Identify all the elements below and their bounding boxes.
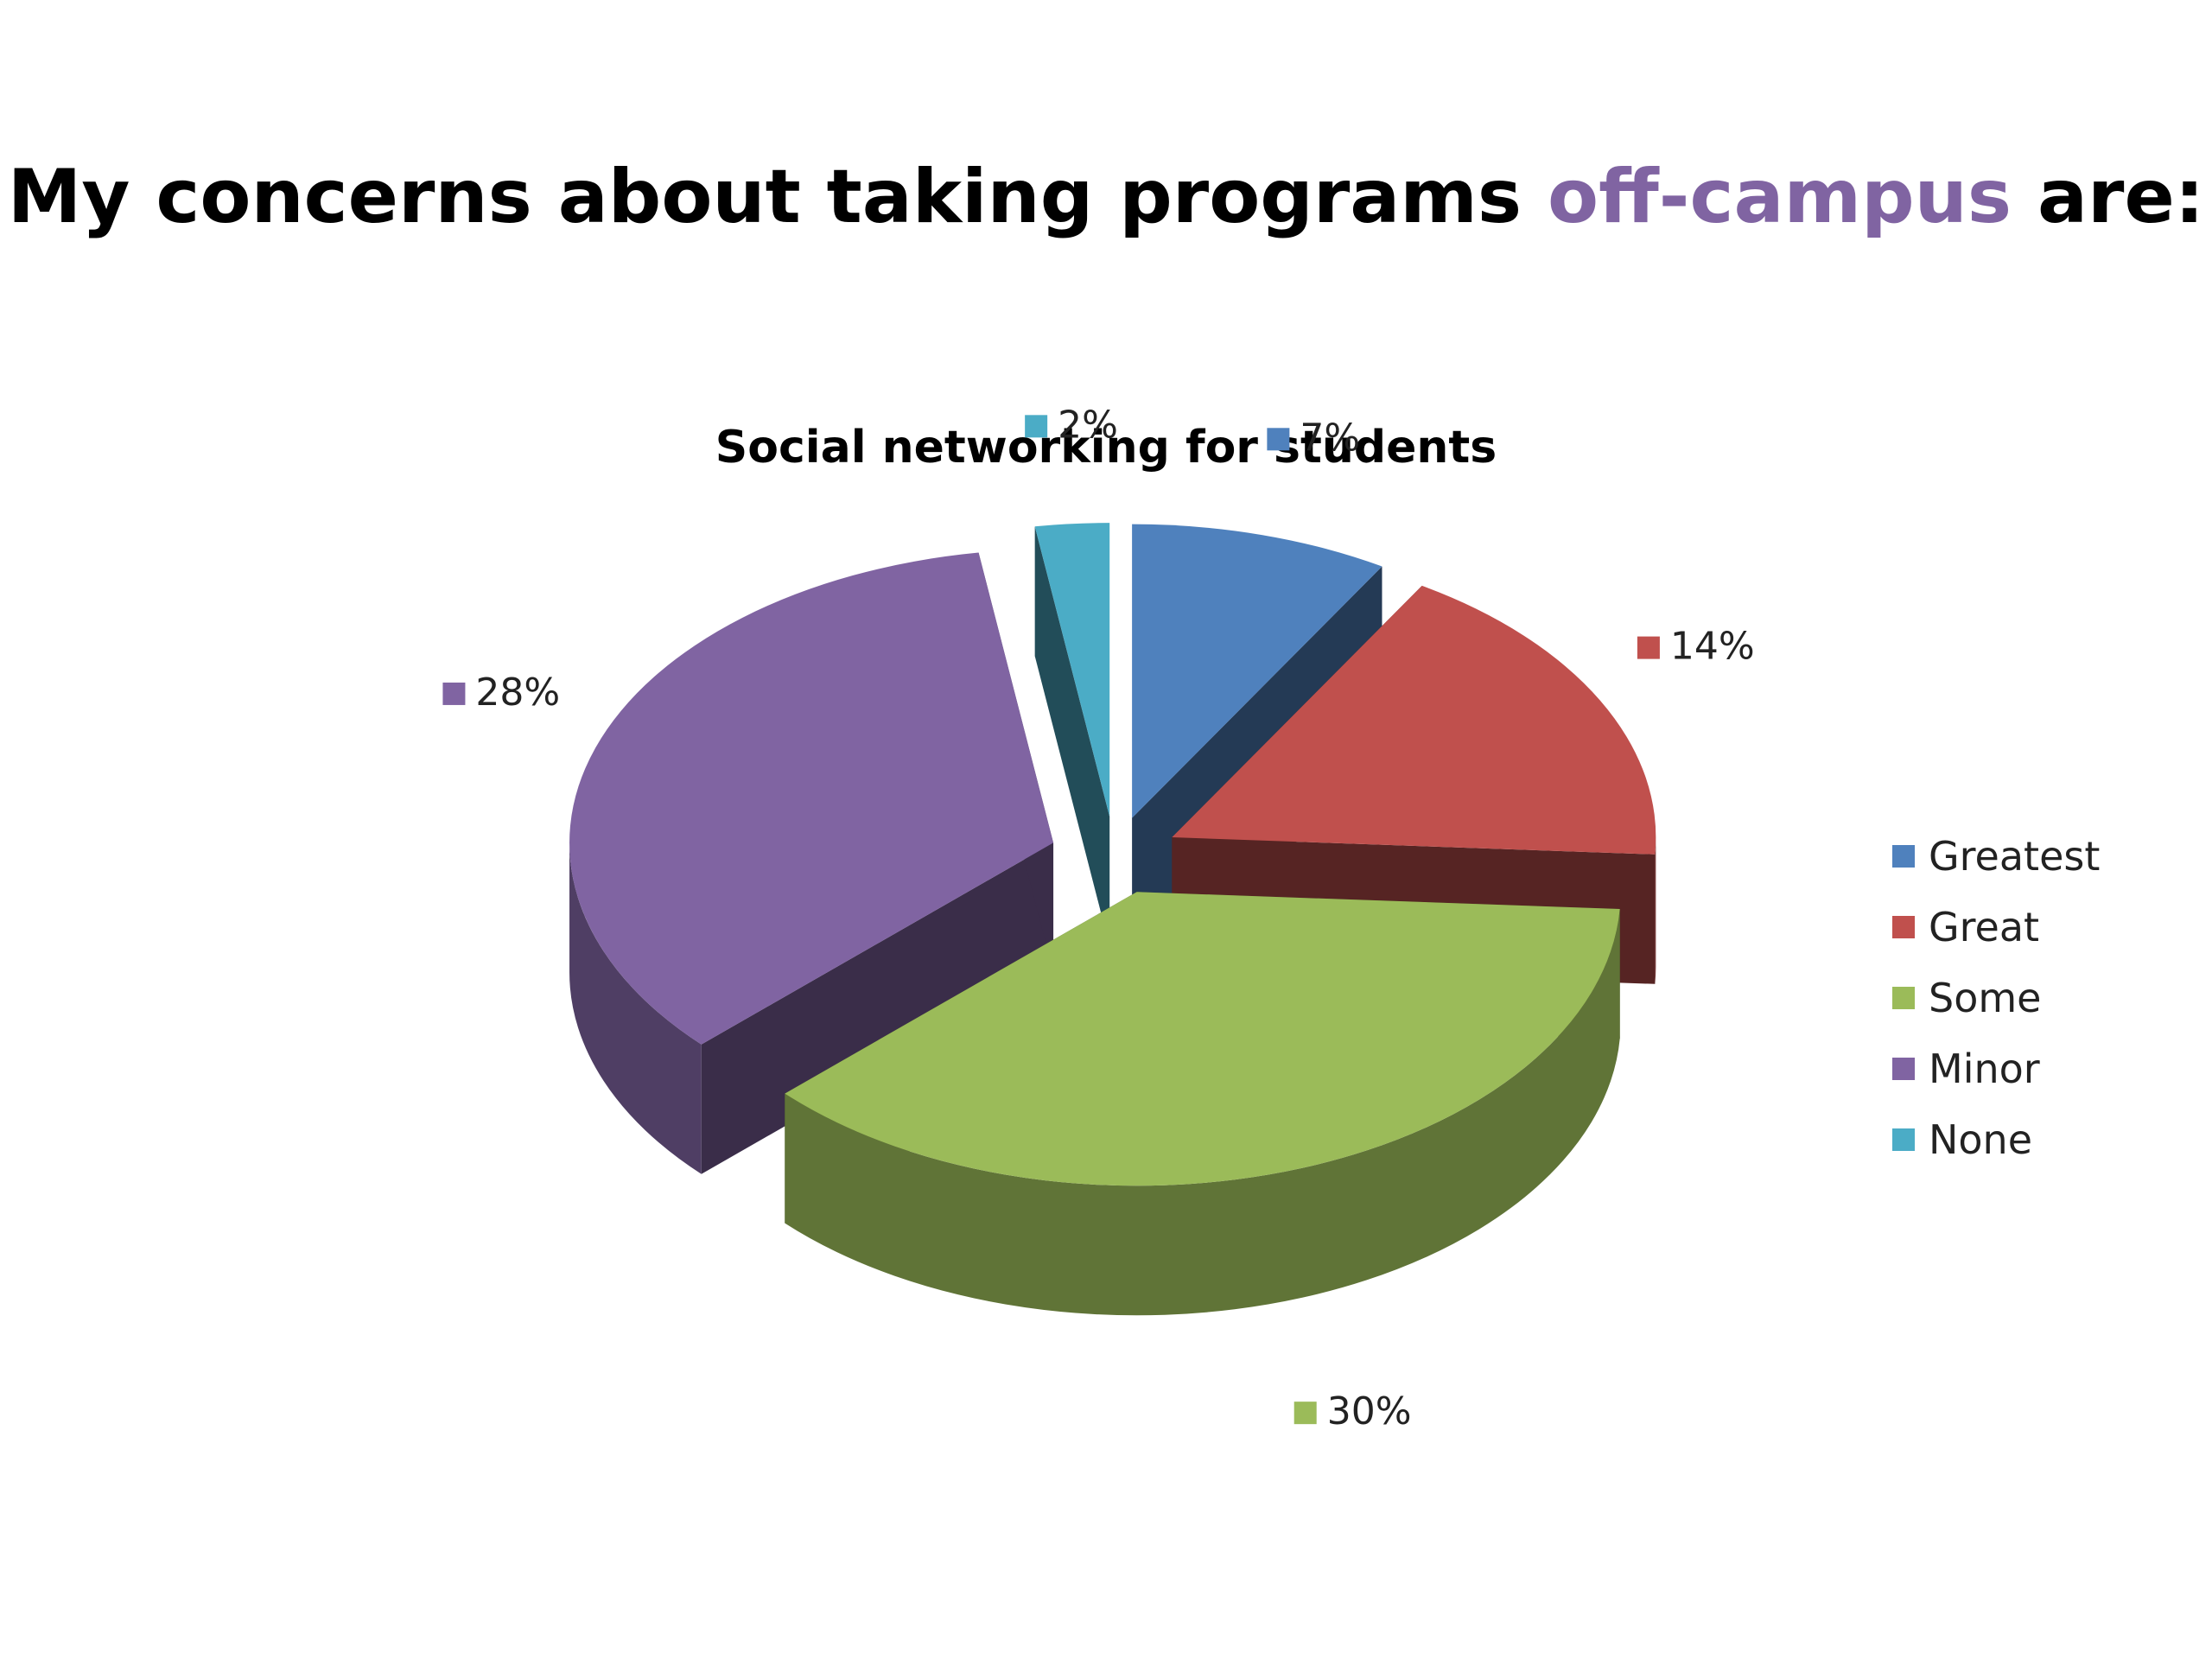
legend-swatch-minor xyxy=(1892,1058,1915,1080)
pie-slice-top-minor xyxy=(569,552,1054,1045)
legend-swatch-greatest xyxy=(1892,845,1915,868)
data-label-text-greatest: 7% xyxy=(1300,416,1360,460)
legend-item-great: Great xyxy=(1892,892,2100,963)
legend-swatch-great xyxy=(1892,916,1915,938)
legend-label-some: Some xyxy=(1929,975,2042,1021)
slide-title: My concerns about taking programs off-ca… xyxy=(0,154,2212,240)
data-label-none: 2% xyxy=(1025,403,1118,447)
data-label-text-none: 2% xyxy=(1058,403,1118,447)
legend-label-none: None xyxy=(1929,1116,2033,1163)
pie-slice-side-some xyxy=(785,909,1620,1316)
data-label-minor: 28% xyxy=(442,671,560,715)
chart-legend: Greatest Great Some Minor None xyxy=(1892,821,2100,1175)
legend-label-greatest: Greatest xyxy=(1929,833,2101,880)
pie-slice-wall-none-0 xyxy=(1034,526,1110,947)
legend-label-minor: Minor xyxy=(1929,1046,2040,1092)
pie-slice-top-great xyxy=(1172,585,1656,855)
data-label-swatch-greatest xyxy=(1267,428,1290,451)
pie-slice-top-greatest xyxy=(1132,524,1382,818)
pie-slice-none xyxy=(1034,523,1110,947)
chart-title: Social networking for students xyxy=(715,422,1497,474)
pie-slice-top-some xyxy=(785,892,1620,1186)
legend-swatch-none xyxy=(1892,1128,1915,1151)
data-label-text-some: 30% xyxy=(1327,1389,1412,1433)
data-label-swatch-minor xyxy=(442,682,466,705)
pie-slice-side-minor xyxy=(569,842,702,1174)
legend-item-minor: Minor xyxy=(1892,1033,2100,1104)
pie-slice-top-none xyxy=(1034,523,1110,817)
legend-item-none: None xyxy=(1892,1104,2100,1175)
data-label-great: 14% xyxy=(1637,625,1755,669)
data-label-some: 30% xyxy=(1294,1389,1412,1433)
slide-title-prefix: My concerns about taking programs xyxy=(7,154,1548,240)
data-label-greatest: 7% xyxy=(1267,416,1360,460)
pie-slice-some xyxy=(785,892,1620,1316)
slide-title-suffix: are: xyxy=(2012,154,2205,240)
pie-slice-side-great xyxy=(1655,837,1656,984)
data-label-swatch-some xyxy=(1294,1402,1317,1425)
legend-swatch-some xyxy=(1892,987,1915,1009)
data-label-swatch-great xyxy=(1637,636,1660,659)
slide-title-highlight: off-campus xyxy=(1548,154,2012,240)
data-label-text-minor: 28% xyxy=(475,671,560,715)
legend-item-some: Some xyxy=(1892,963,2100,1033)
legend-label-great: Great xyxy=(1929,904,2040,950)
data-label-swatch-none xyxy=(1025,415,1048,438)
legend-item-greatest: Greatest xyxy=(1892,821,2100,892)
data-label-text-great: 14% xyxy=(1670,625,1755,669)
